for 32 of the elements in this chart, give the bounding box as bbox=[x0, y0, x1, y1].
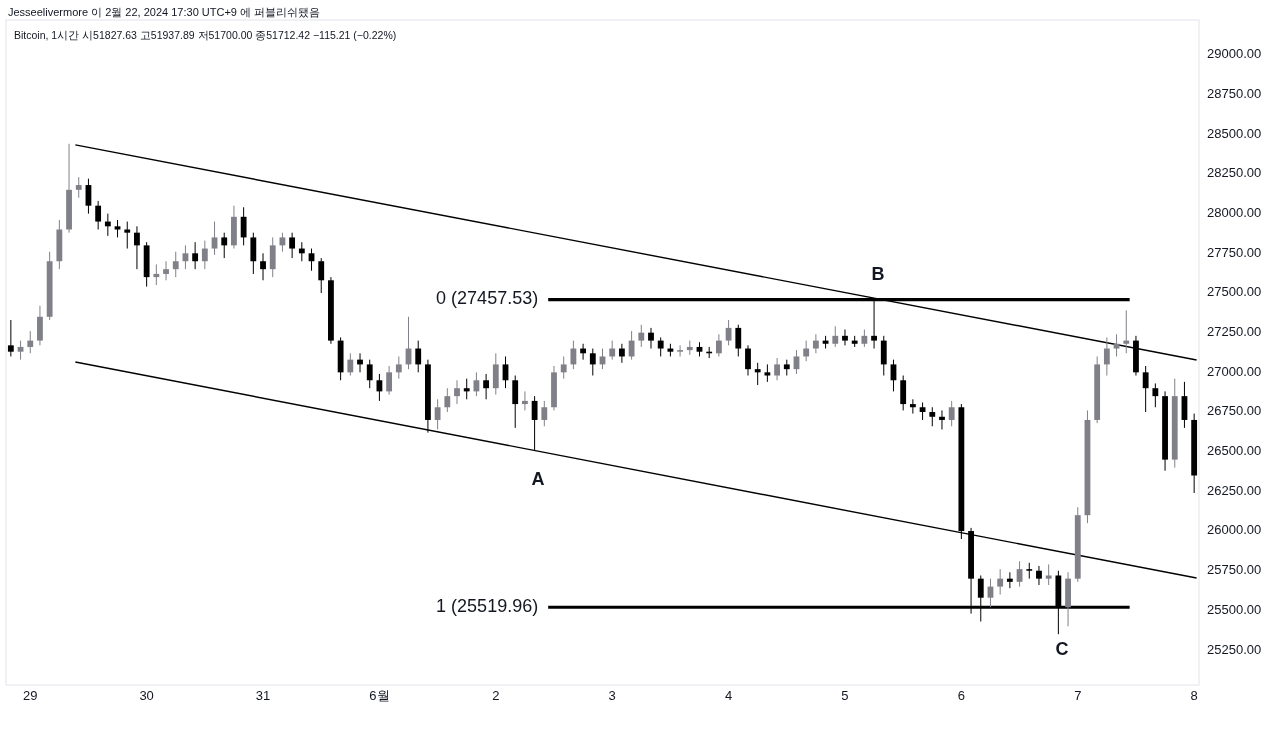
y-tick-label: 26750.00 bbox=[1207, 403, 1262, 419]
y-tick-label: 25750.00 bbox=[1207, 562, 1262, 578]
annotation: A bbox=[531, 468, 545, 489]
y-tick-label: 25250.00 bbox=[1207, 641, 1262, 657]
x-tick-label: 2 bbox=[492, 688, 500, 703]
x-tick-label: 6월 bbox=[369, 688, 390, 703]
x-tick-label: 8 bbox=[1190, 688, 1198, 703]
x-tick-label: 7 bbox=[1074, 688, 1082, 703]
y-tick-label: 26250.00 bbox=[1207, 482, 1262, 498]
x-tick-label: 31 bbox=[255, 688, 271, 703]
subtitle: Bitcoin, 1시간 시51827.63 고51937.89 저51700.00 종51712.42 −115.21 (−0.22%) bbox=[14, 29, 397, 41]
y-tick-label: 26500.00 bbox=[1207, 443, 1262, 459]
title: Jesseelivermore 이 2월 22, 2024 17:30 UTC+9 에 퍼블리쉬됐음 bbox=[8, 6, 321, 18]
x-tick-label: 29 bbox=[23, 688, 38, 703]
y-tick-label: 27750.00 bbox=[1207, 244, 1262, 260]
x-tick-label: 6 bbox=[957, 688, 965, 703]
y-tick-label: 27500.00 bbox=[1207, 284, 1262, 300]
y-tick-label: 28500.00 bbox=[1207, 125, 1262, 141]
y-tick-label: 26000.00 bbox=[1207, 522, 1262, 538]
y-tick-label: 27000.00 bbox=[1207, 363, 1262, 379]
y-tick-label: 28250.00 bbox=[1207, 165, 1262, 181]
x-tick-label: 30 bbox=[139, 688, 154, 703]
x-tick-label: 4 bbox=[724, 688, 733, 703]
y-tick-label: 29000.00 bbox=[1207, 46, 1262, 62]
x-tick-label: 3 bbox=[608, 688, 616, 703]
annotation: C bbox=[1055, 638, 1069, 659]
y-tick-label: 27250.00 bbox=[1207, 324, 1262, 340]
annotation: B bbox=[871, 263, 885, 284]
y-tick-label: 28750.00 bbox=[1207, 86, 1262, 102]
y-tick-label: 25500.00 bbox=[1207, 601, 1262, 617]
y-tick-label: 28000.00 bbox=[1207, 205, 1262, 221]
x-tick-label: 5 bbox=[841, 688, 849, 703]
